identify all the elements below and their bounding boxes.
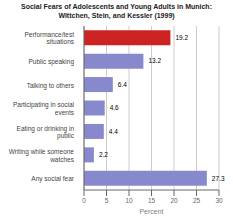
svg-text:6.4: 6.4 — [118, 81, 127, 88]
svg-text:13.2: 13.2 — [148, 57, 161, 64]
svg-text:5: 5 — [105, 197, 109, 204]
html-text:Social Fears of Adolescents an: Social Fears of Adolescents and Young Ad… — [21, 3, 212, 19]
svg-text:2.2: 2.2 — [99, 151, 108, 158]
svg-text:19.2: 19.2 — [175, 34, 188, 41]
svg-text:Participating in socialevents: Participating in socialevents — [13, 101, 75, 116]
svg-text:0: 0 — [82, 197, 86, 204]
svg-text:20: 20 — [170, 197, 178, 204]
svg-text:4.6: 4.6 — [110, 104, 119, 111]
svg-text:15: 15 — [148, 197, 156, 204]
svg-text:Eating or drinking inpublic: Eating or drinking inpublic — [17, 124, 75, 140]
svg-text:10: 10 — [125, 197, 133, 204]
svg-text:30: 30 — [215, 197, 223, 204]
svg-text:Talking to others: Talking to others — [27, 81, 75, 89]
svg-text:Writing while someonewatches: Writing while someonewatches — [9, 148, 75, 163]
svg-text:27.3: 27.3 — [212, 175, 225, 182]
svg-text:Performance/testsituations: Performance/testsituations — [25, 30, 75, 45]
svg-text:4.4: 4.4 — [109, 128, 118, 135]
svg-text:Percent: Percent — [139, 208, 163, 215]
svg-text:Any social fear: Any social fear — [31, 175, 74, 183]
svg-text:Public speaking: Public speaking — [28, 58, 74, 66]
svg-text:25: 25 — [193, 197, 201, 204]
